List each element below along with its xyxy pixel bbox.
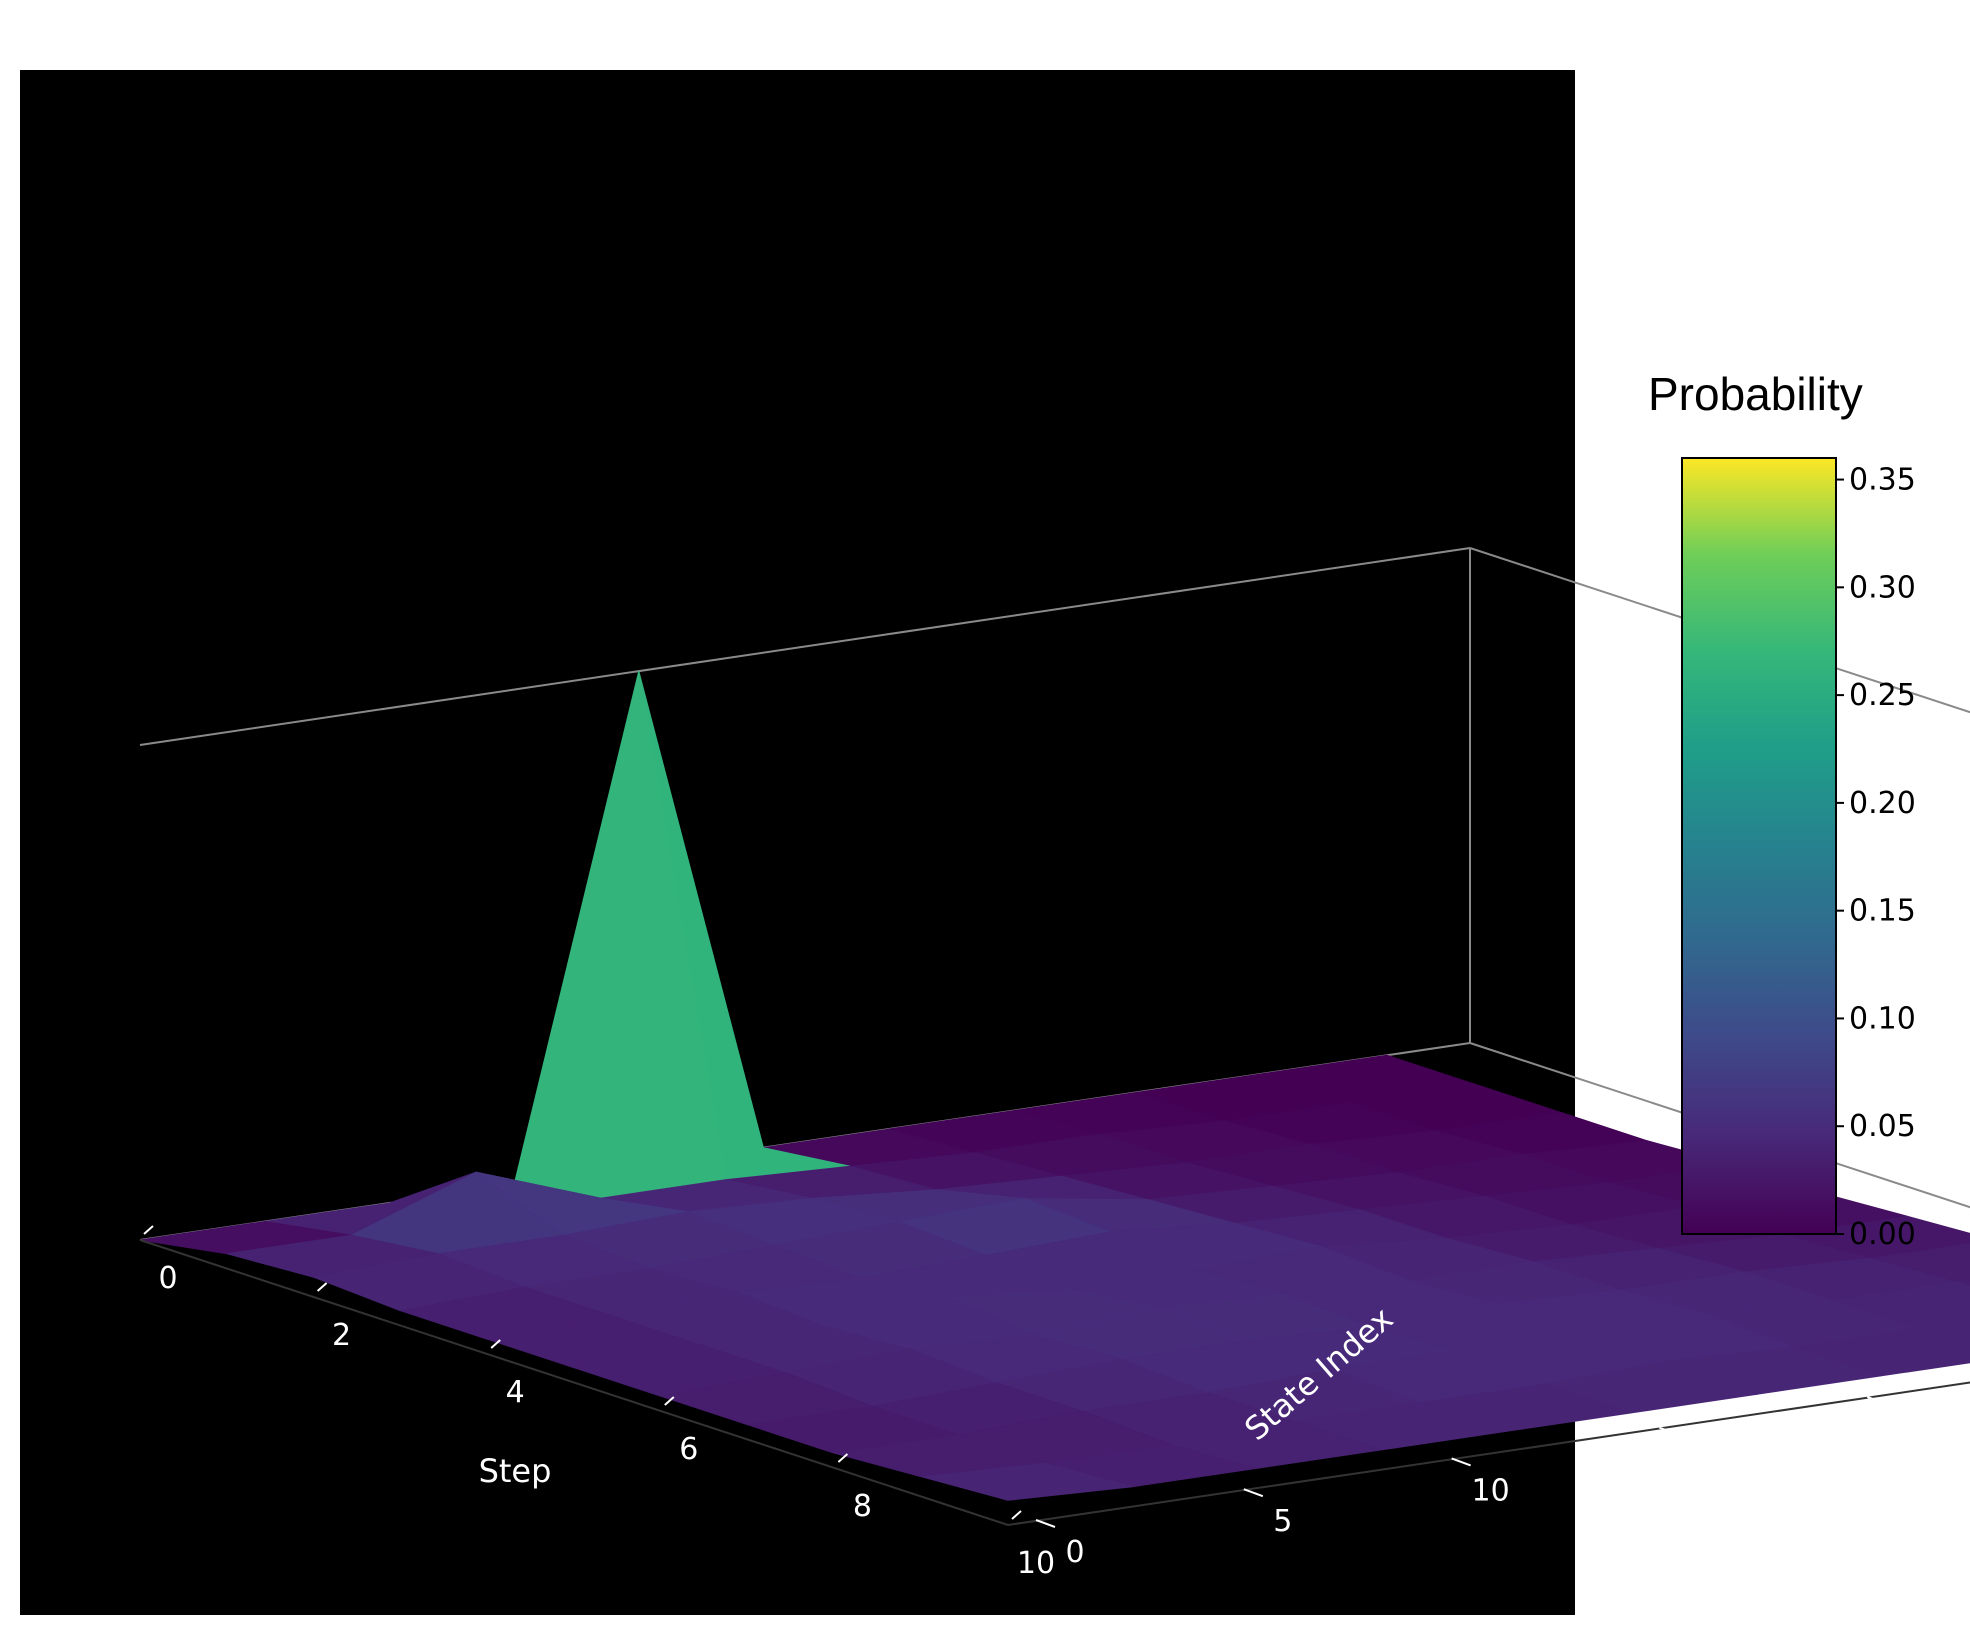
pane-edge [1469,1042,1970,1209]
y-tick-mark [1866,1395,1887,1405]
y-tick-mark [1035,1519,1056,1528]
y-tick-mark [1659,1426,1679,1436]
pane-edge [1469,547,1970,714]
x-tick-mark [1011,1510,1022,1520]
x-tick-label: 0 [158,1261,177,1296]
x-tick-mark [490,1339,501,1349]
colorbar: Probability 0.00 0.05 0.10 0.15 0.20 0.25 0.30… [1648,368,1916,1252]
surface-patch [1918,1320,1970,1347]
x-tick-label: 6 [679,1432,698,1467]
y-axis-line [1007,1381,1970,1526]
x-tick-mark [664,1396,675,1406]
y-tick-mark [1451,1457,1471,1467]
colorbar-title: Probability [1648,368,1863,420]
pane-edge [139,547,1471,746]
colorbar-gradient [1681,457,1837,1235]
y-tick-label: 15 [1679,1443,1717,1478]
colorbar-tick-label: 0.25 [1849,678,1916,713]
colorbar-tick-label: 0.05 [1849,1109,1916,1144]
colorbar-tick-label: 0.30 [1849,570,1916,605]
colorbar-tick-label: 0.00 [1849,1217,1916,1252]
y-tick-label: 0 [1065,1535,1084,1570]
x-tick-mark [837,1453,849,1463]
x-tick-label: 8 [853,1489,872,1524]
colorbar-tick-label: 0.10 [1849,1001,1916,1036]
colorbar-ticks: 0.00 0.05 0.10 0.15 0.20 0.25 0.30 0.35 [1836,463,1916,1252]
x-tick-mark [316,1282,328,1292]
surface-patch [921,1462,1133,1501]
y-tick-mark [1243,1488,1264,1498]
x-tick-mark [143,1225,154,1235]
colorbar-tick-label: 0.15 [1849,894,1916,929]
x-tick-label: 10 [1017,1546,1055,1581]
y-tick-label: 10 [1472,1473,1510,1508]
y-tick-label: 20 [1887,1412,1925,1447]
x-axis-line [139,1239,1009,1526]
y-tick-label: 5 [1273,1504,1292,1539]
colorbar-tick-label: 0.35 [1849,463,1916,498]
y-axis: 051015202530 [1007,1381,1970,1570]
x-axis: 0 2 4 6 8 10 [139,1225,1055,1581]
x-tick-label: 4 [506,1375,525,1410]
x-tick-label: 2 [332,1318,351,1353]
x-axis-label: Step [479,1452,552,1490]
colorbar-tick-label: 0.20 [1849,786,1916,821]
